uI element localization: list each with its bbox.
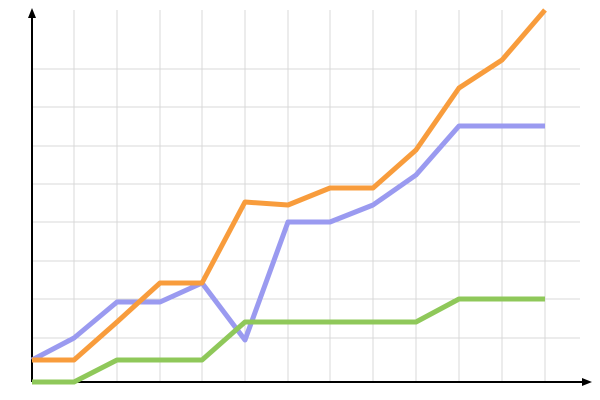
line-series-purple	[30, 123, 545, 363]
vertical-gridlines	[73, 10, 546, 382]
data-series-group	[30, 8, 547, 385]
line-series-orange	[32, 8, 547, 363]
x-axis-arrow-icon	[582, 378, 592, 386]
line-series-green	[32, 296, 545, 385]
axes	[28, 8, 592, 386]
y-axis-arrow-icon	[28, 8, 36, 18]
